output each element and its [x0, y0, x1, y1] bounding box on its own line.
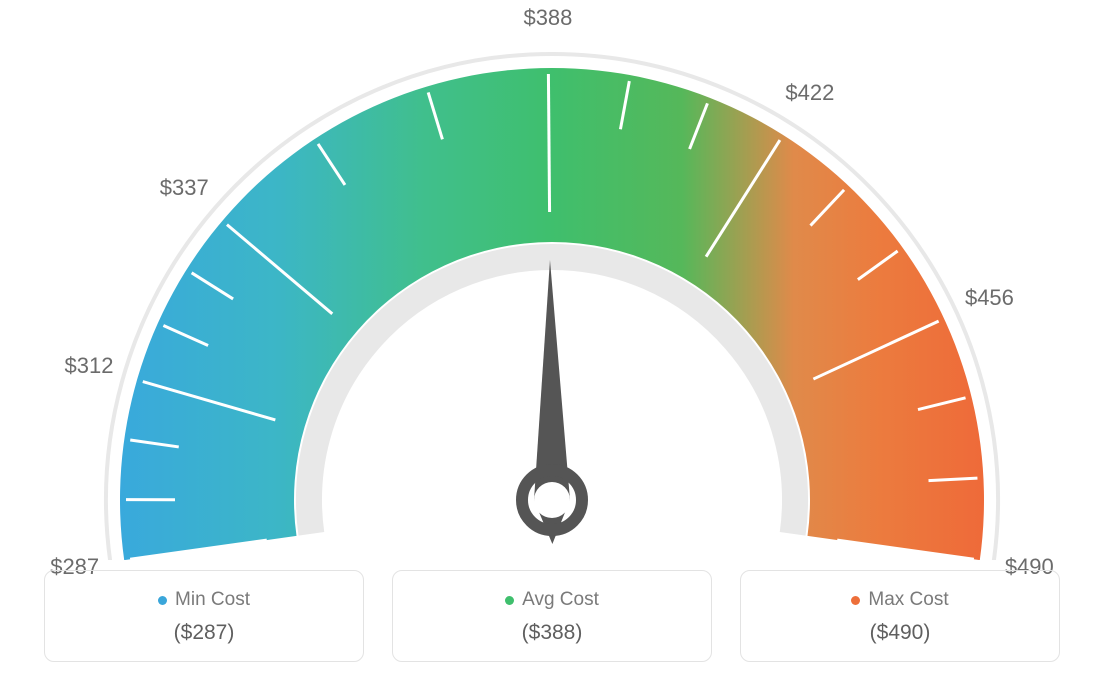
legend-title: Max Cost: [851, 589, 948, 611]
legend-card: Avg Cost ($388): [392, 570, 712, 662]
legend-title-text: Max Cost: [868, 589, 948, 611]
gauge-chart: $287$312$337$388$422$456$490: [0, 0, 1104, 560]
legend-dot-icon: [505, 596, 514, 605]
legend-title: Avg Cost: [505, 589, 599, 611]
legend-title-text: Avg Cost: [522, 589, 599, 611]
legend-title: Min Cost: [158, 589, 250, 611]
legend-value: ($490): [751, 621, 1049, 645]
legend-row: Min Cost ($287) Avg Cost ($388) Max Cost ($49…: [0, 570, 1104, 662]
gauge-tick-label: $337: [160, 175, 209, 201]
legend-value: ($388): [403, 621, 701, 645]
legend-title-text: Min Cost: [175, 589, 250, 611]
legend-card: Min Cost ($287): [44, 570, 364, 662]
gauge-tick-label: $312: [65, 353, 114, 379]
legend-dot-icon: [158, 596, 167, 605]
gauge-tick-label: $456: [965, 285, 1014, 311]
gauge-tick-label: $422: [785, 80, 834, 106]
legend-value: ($287): [55, 621, 353, 645]
gauge-svg: [0, 0, 1104, 560]
legend-card: Max Cost ($490): [740, 570, 1060, 662]
legend-dot-icon: [851, 596, 860, 605]
gauge-tick-label: $388: [523, 5, 572, 31]
